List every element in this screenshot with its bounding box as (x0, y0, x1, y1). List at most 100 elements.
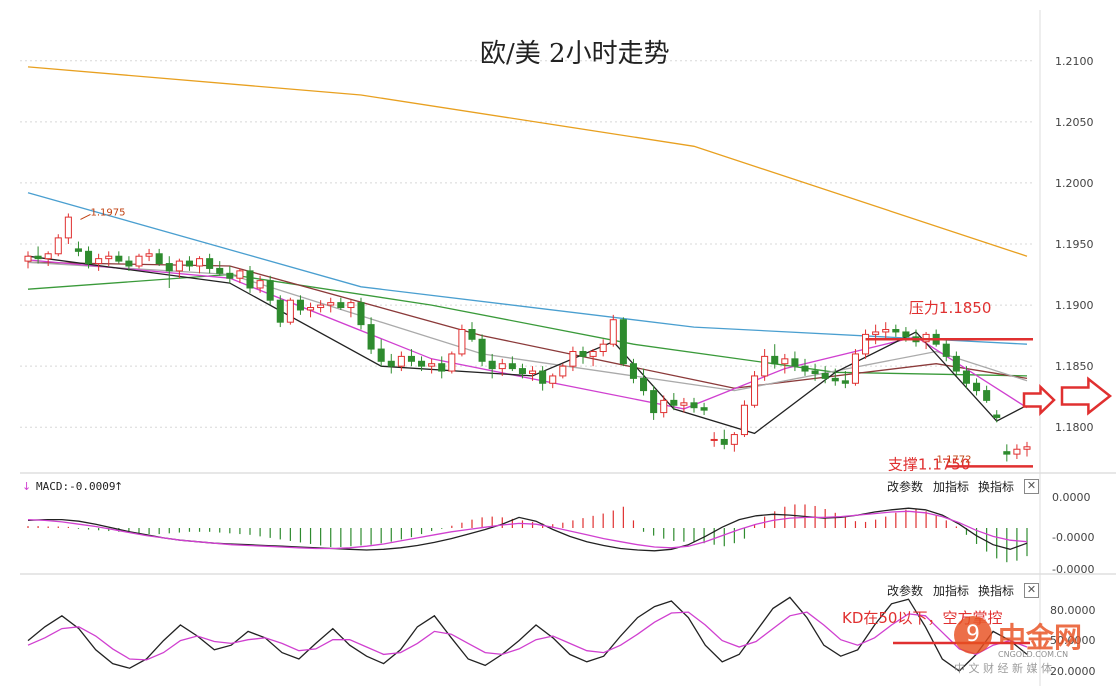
macd-add-indicator-button[interactable]: 加指标 (933, 480, 970, 494)
kd-switch-indicator-button[interactable]: 换指标 (978, 584, 1015, 598)
candle-body (458, 329, 466, 355)
kd-line (27, 611, 1028, 661)
candle-body (175, 260, 183, 272)
resistance-label: 压力1.1850 (909, 299, 992, 317)
candle-body (640, 377, 648, 392)
cngold-logo-text: 中金网 (998, 621, 1083, 654)
macd-switch-indicator-button[interactable]: 换指标 (978, 480, 1015, 494)
trend-arrow-small-icon (1022, 384, 1056, 416)
candle-body (983, 390, 991, 401)
macd-y-tick-label: -0.0000 (1052, 563, 1094, 576)
candle-body (488, 360, 496, 370)
candle-body (317, 304, 325, 309)
main-y-tick-label: 1.1850 (1055, 360, 1094, 373)
candle-body (821, 372, 829, 379)
high-price-label: 1.1975 (90, 207, 125, 218)
candle-body (508, 363, 516, 370)
candle-body (377, 348, 385, 362)
candle-body (337, 302, 345, 309)
kd-y-tick-label: 50.0000 (1050, 634, 1096, 647)
kd-close-icon[interactable]: ✕ (1024, 583, 1039, 598)
candle-body (841, 380, 849, 384)
kd-y-tick-label: 80.0000 (1050, 604, 1096, 617)
candle-body (801, 365, 809, 372)
chart-title: 欧/美 2小时走势 (480, 39, 670, 69)
moving-average-line (27, 273, 1028, 377)
candle-body (942, 343, 950, 357)
candle-body (216, 267, 224, 274)
candle-body (579, 351, 587, 357)
candle-body (529, 370, 537, 374)
macd-down-arrow-icon: ↓ (22, 480, 31, 493)
high-price-pointer (80, 214, 91, 220)
moving-average-line (27, 261, 1028, 392)
candle-body (206, 258, 214, 269)
moving-average-line (27, 66, 1028, 257)
candle-body (518, 368, 526, 374)
candle-body (882, 329, 890, 333)
candle-body (307, 307, 315, 311)
candle-body (892, 329, 900, 333)
candle-body (24, 255, 32, 262)
macd-up-arrow-icon: ↑ (114, 480, 123, 493)
candle-body (569, 351, 577, 367)
macd-value-label: MACD:-0.0009 (36, 480, 115, 493)
candle-body (185, 260, 193, 267)
cngold-logo-icon: 9 (954, 616, 992, 654)
kd-add-indicator-button[interactable]: 加指标 (933, 584, 970, 598)
candle-body (95, 258, 103, 265)
macd-close-icon[interactable]: ✕ (1024, 479, 1039, 494)
candle-body (559, 365, 567, 377)
candle-body (468, 329, 476, 340)
macd-change-params-button[interactable]: 改参数 (887, 480, 924, 494)
candle-body (448, 353, 456, 372)
main-y-tick-label: 1.2100 (1055, 55, 1094, 68)
candle-body (276, 299, 284, 323)
candle-body (367, 324, 375, 350)
candle-body (347, 302, 355, 309)
candle-body (781, 358, 789, 365)
candle-body (357, 302, 365, 326)
candle-body (680, 402, 688, 406)
candle-body (811, 370, 819, 374)
cngold-watermark: 9 中金网 CNGOLD.COM.CN 中 文 财 经 新 媒 体 (952, 612, 1102, 675)
candle-body (690, 402, 698, 409)
candle-body (498, 363, 506, 370)
candle-body (851, 353, 859, 384)
candle-body (428, 363, 436, 367)
main-y-tick-label: 1.1900 (1055, 299, 1094, 312)
candle-body (397, 355, 405, 367)
candle-body (407, 355, 415, 362)
candle-body (155, 253, 163, 265)
candle-body (296, 299, 304, 311)
candle-body (650, 390, 658, 414)
candle-body (791, 358, 799, 367)
candle-body (862, 333, 870, 355)
candle-body (418, 360, 426, 367)
candle-body (135, 255, 143, 267)
candle-body (478, 338, 486, 362)
kd-change-params-button[interactable]: 改参数 (887, 584, 924, 598)
candle-body (549, 375, 557, 384)
candle-body (670, 399, 678, 406)
candle-body (872, 331, 880, 335)
candle-body (54, 237, 62, 255)
candle-body (771, 355, 779, 365)
candle-body (952, 355, 960, 372)
candle-body (720, 438, 728, 445)
candle-body (236, 270, 244, 279)
candle-body (740, 404, 748, 436)
candle-body (438, 363, 446, 372)
candle-body (629, 363, 637, 379)
candle-body (751, 375, 759, 406)
candle-body (962, 370, 970, 384)
cngold-sub-text: 中 文 财 经 新 媒 体 (954, 662, 1052, 675)
candle-body (1013, 448, 1021, 455)
candle-body (145, 253, 153, 257)
moving-average-line (27, 192, 1028, 345)
candle-body (125, 260, 133, 267)
candle-body (327, 302, 335, 306)
candle-body (74, 248, 82, 252)
candle-body (246, 270, 254, 289)
